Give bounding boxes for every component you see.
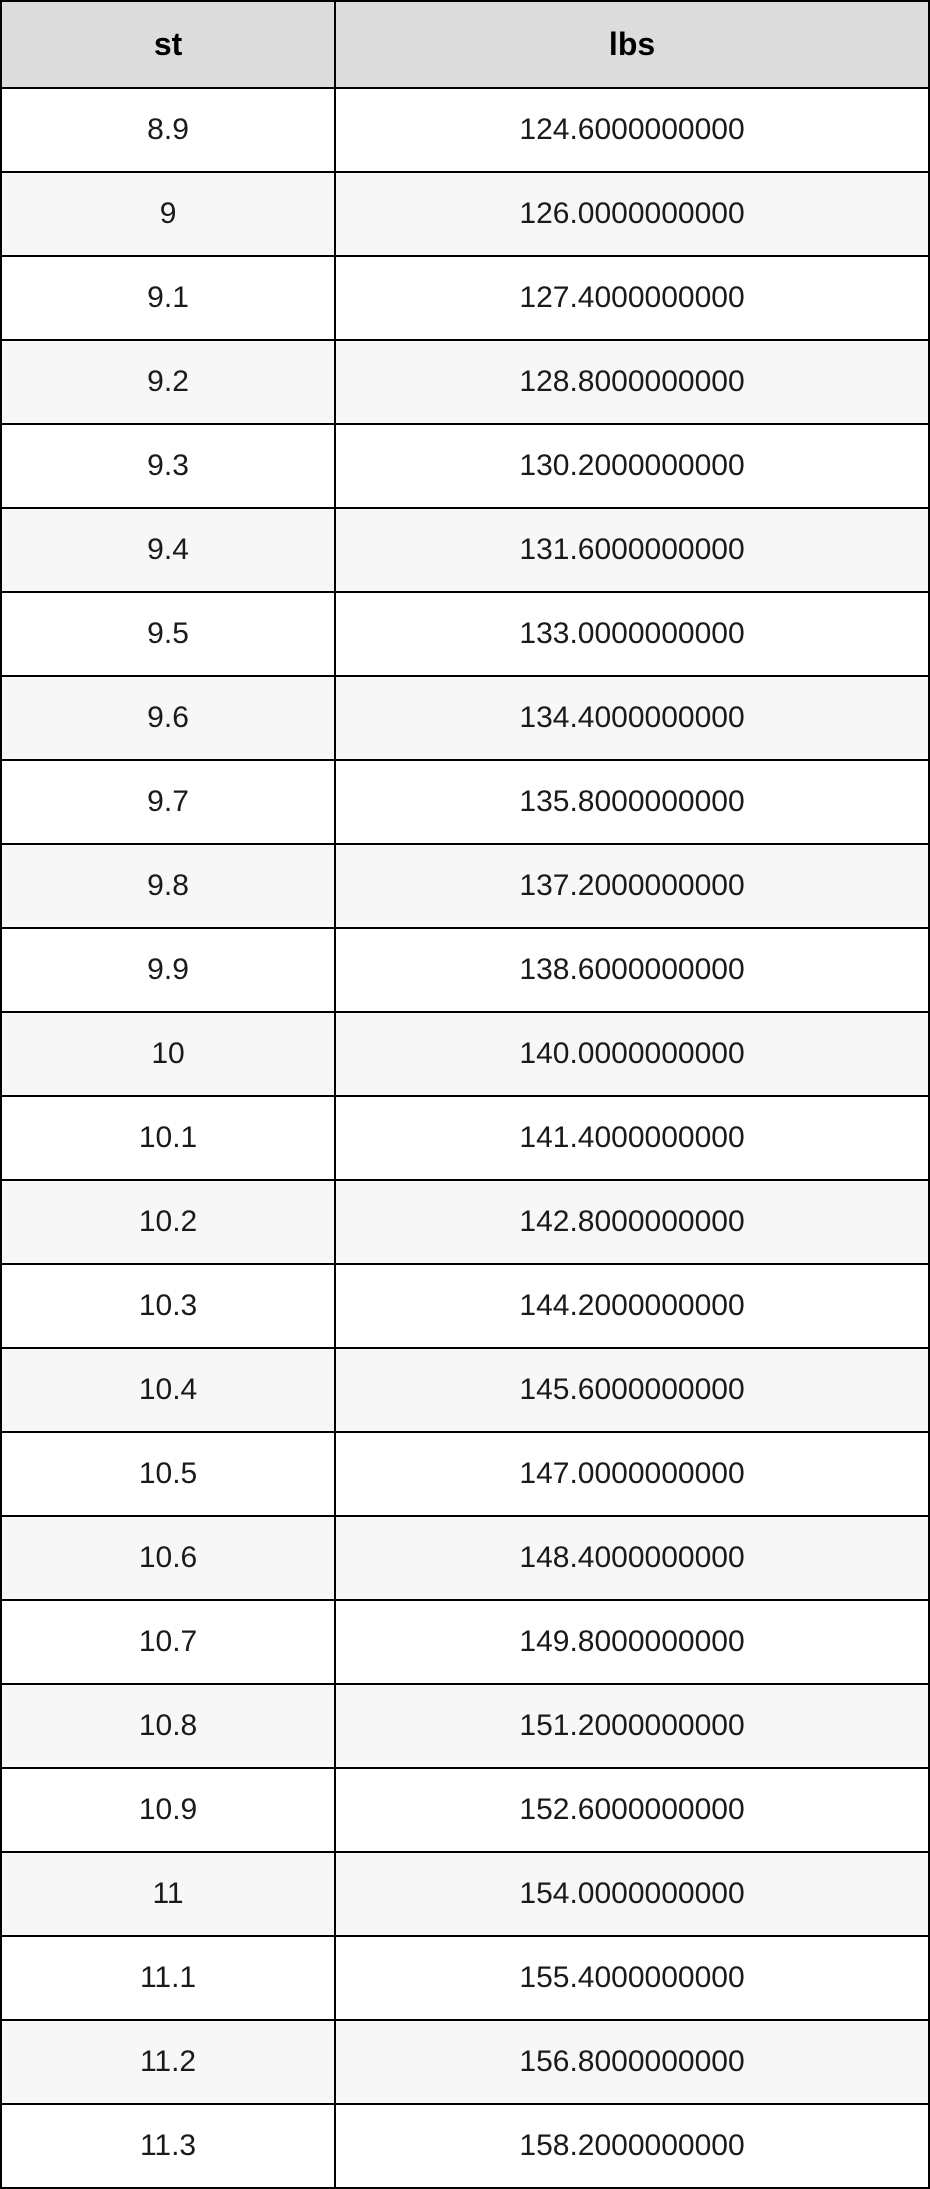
cell-st: 9 xyxy=(1,172,335,256)
cell-st: 9.2 xyxy=(1,340,335,424)
cell-lbs: 149.8000000000 xyxy=(335,1600,929,1684)
cell-st: 10.3 xyxy=(1,1264,335,1348)
cell-st: 9.9 xyxy=(1,928,335,1012)
cell-lbs: 154.0000000000 xyxy=(335,1852,929,1936)
cell-lbs: 144.2000000000 xyxy=(335,1264,929,1348)
table-row: 10.1141.4000000000 xyxy=(1,1096,929,1180)
cell-st: 10.8 xyxy=(1,1684,335,1768)
cell-lbs: 152.6000000000 xyxy=(335,1768,929,1852)
table-row: 10.2142.8000000000 xyxy=(1,1180,929,1264)
cell-lbs: 142.8000000000 xyxy=(335,1180,929,1264)
table-row: 11.1155.4000000000 xyxy=(1,1936,929,2020)
cell-lbs: 133.0000000000 xyxy=(335,592,929,676)
cell-lbs: 134.4000000000 xyxy=(335,676,929,760)
cell-st: 9.8 xyxy=(1,844,335,928)
conversion-table: st lbs 8.9124.60000000009126.00000000009… xyxy=(0,0,930,2189)
table-row: 10.6148.4000000000 xyxy=(1,1516,929,1600)
cell-lbs: 130.2000000000 xyxy=(335,424,929,508)
table-body: 8.9124.60000000009126.00000000009.1127.4… xyxy=(1,88,929,2188)
table-row: 10.4145.6000000000 xyxy=(1,1348,929,1432)
cell-st: 9.1 xyxy=(1,256,335,340)
cell-st: 11.1 xyxy=(1,1936,335,2020)
table-row: 9.9138.6000000000 xyxy=(1,928,929,1012)
cell-lbs: 148.4000000000 xyxy=(335,1516,929,1600)
cell-st: 9.7 xyxy=(1,760,335,844)
cell-st: 11.3 xyxy=(1,2104,335,2188)
cell-lbs: 127.4000000000 xyxy=(335,256,929,340)
table-row: 9.3130.2000000000 xyxy=(1,424,929,508)
cell-lbs: 140.0000000000 xyxy=(335,1012,929,1096)
cell-st: 9.3 xyxy=(1,424,335,508)
cell-st: 10.1 xyxy=(1,1096,335,1180)
table-header-row: st lbs xyxy=(1,1,929,88)
cell-st: 9.6 xyxy=(1,676,335,760)
cell-lbs: 156.8000000000 xyxy=(335,2020,929,2104)
cell-st: 11.2 xyxy=(1,2020,335,2104)
cell-lbs: 158.2000000000 xyxy=(335,2104,929,2188)
table-row: 10140.0000000000 xyxy=(1,1012,929,1096)
table-row: 9.4131.6000000000 xyxy=(1,508,929,592)
column-header-st: st xyxy=(1,1,335,88)
cell-lbs: 145.6000000000 xyxy=(335,1348,929,1432)
cell-lbs: 147.0000000000 xyxy=(335,1432,929,1516)
cell-st: 8.9 xyxy=(1,88,335,172)
table-row: 11.3158.2000000000 xyxy=(1,2104,929,2188)
table-row: 10.5147.0000000000 xyxy=(1,1432,929,1516)
cell-lbs: 124.6000000000 xyxy=(335,88,929,172)
cell-lbs: 135.8000000000 xyxy=(335,760,929,844)
table-row: 9.1127.4000000000 xyxy=(1,256,929,340)
cell-lbs: 155.4000000000 xyxy=(335,1936,929,2020)
table-row: 10.9152.6000000000 xyxy=(1,1768,929,1852)
cell-lbs: 141.4000000000 xyxy=(335,1096,929,1180)
cell-lbs: 128.8000000000 xyxy=(335,340,929,424)
cell-lbs: 151.2000000000 xyxy=(335,1684,929,1768)
table-row: 9.5133.0000000000 xyxy=(1,592,929,676)
cell-st: 11 xyxy=(1,1852,335,1936)
table-row: 9.7135.8000000000 xyxy=(1,760,929,844)
table-row: 10.3144.2000000000 xyxy=(1,1264,929,1348)
cell-st: 9.4 xyxy=(1,508,335,592)
cell-st: 10.5 xyxy=(1,1432,335,1516)
cell-st: 10.6 xyxy=(1,1516,335,1600)
table-row: 10.7149.8000000000 xyxy=(1,1600,929,1684)
cell-st: 10 xyxy=(1,1012,335,1096)
table-row: 8.9124.6000000000 xyxy=(1,88,929,172)
column-header-lbs: lbs xyxy=(335,1,929,88)
table-row: 9.8137.2000000000 xyxy=(1,844,929,928)
cell-lbs: 138.6000000000 xyxy=(335,928,929,1012)
table-row: 11154.0000000000 xyxy=(1,1852,929,1936)
table-row: 9.2128.8000000000 xyxy=(1,340,929,424)
table-row: 9126.0000000000 xyxy=(1,172,929,256)
cell-lbs: 137.2000000000 xyxy=(335,844,929,928)
cell-st: 10.2 xyxy=(1,1180,335,1264)
cell-lbs: 126.0000000000 xyxy=(335,172,929,256)
table-row: 11.2156.8000000000 xyxy=(1,2020,929,2104)
cell-st: 9.5 xyxy=(1,592,335,676)
cell-st: 10.4 xyxy=(1,1348,335,1432)
cell-st: 10.9 xyxy=(1,1768,335,1852)
table-row: 9.6134.4000000000 xyxy=(1,676,929,760)
cell-st: 10.7 xyxy=(1,1600,335,1684)
cell-lbs: 131.6000000000 xyxy=(335,508,929,592)
table-row: 10.8151.2000000000 xyxy=(1,1684,929,1768)
